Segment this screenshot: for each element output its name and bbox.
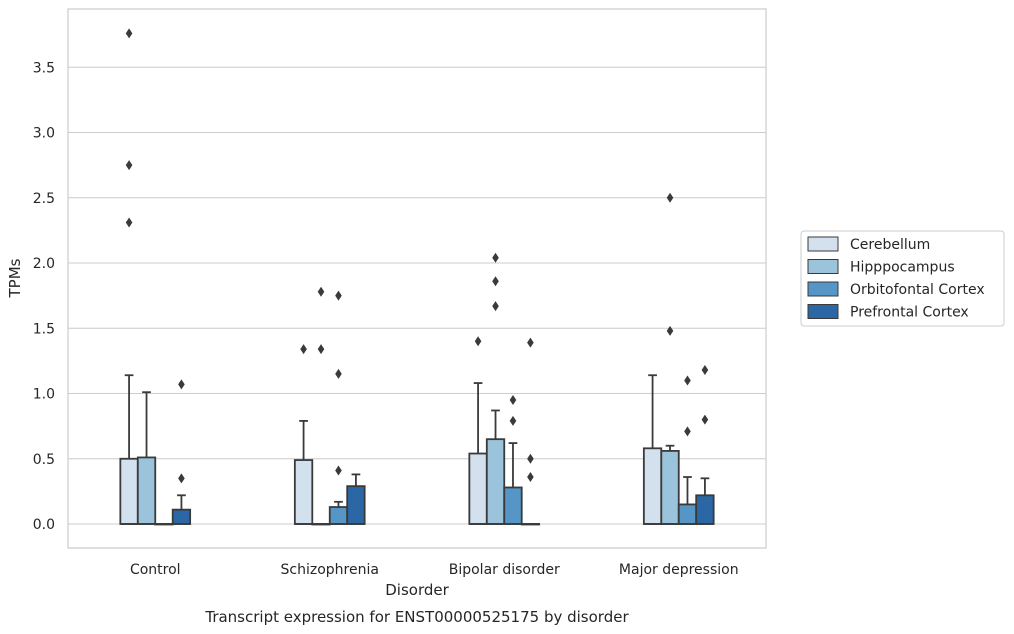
box-cerebellum [293, 344, 314, 525]
box-prefrontal-cortex [346, 473, 366, 525]
box [468, 452, 488, 525]
box-prefrontal-cortex [695, 365, 715, 525]
outlier-point [527, 453, 534, 464]
box-hipppocampus [660, 192, 680, 525]
outlier-point [492, 301, 499, 312]
outlier-point [666, 192, 674, 203]
box [695, 494, 715, 525]
box-prefrontal-cortex [520, 337, 541, 526]
outlier-point [178, 473, 185, 484]
outlier-point [666, 325, 674, 336]
legend: Cerebellum Hipppocampus Orbitofontal Corte… [800, 230, 1005, 327]
outlier-point [509, 395, 517, 406]
box-orbitofontal-cortex [328, 290, 349, 525]
box-cerebellum [119, 28, 139, 525]
box-hipppocampus [136, 391, 157, 525]
legend-label: Orbitofontal Cortex [850, 282, 985, 298]
outlier-point [178, 379, 185, 390]
outlier-point [684, 375, 691, 386]
outlier-point [125, 217, 133, 228]
outlier-point [684, 426, 691, 437]
box-orbitofontal-cortex [677, 375, 698, 525]
box-orbitofontal-cortex [503, 395, 523, 525]
box [119, 457, 139, 525]
box [293, 459, 314, 525]
gridlines [68, 66, 766, 525]
outlier-point [317, 344, 325, 355]
y-tick-label: 2.0 [33, 256, 55, 272]
box [485, 438, 506, 525]
outlier-point [527, 472, 534, 483]
y-tick-label: 2.5 [33, 191, 55, 207]
y-tick-label: 0.5 [33, 452, 55, 468]
box [503, 486, 523, 525]
outlier-point [701, 414, 709, 425]
legend-swatch [807, 304, 839, 319]
legend-label: Prefrontal Cortex [850, 305, 969, 321]
legend-frame [800, 230, 1005, 327]
box [660, 450, 680, 525]
box-orbitofontal-cortex [154, 523, 174, 526]
legend-swatch [807, 259, 839, 274]
legend-label: Cerebellum [850, 237, 930, 253]
y-axis-title: TPMs [6, 258, 24, 298]
x-axis-title: Disorder [385, 581, 449, 599]
x-tick-label: Control [130, 562, 181, 578]
outlier-point [125, 160, 133, 171]
outlier-point [701, 365, 709, 376]
y-tick-labels: 0.0 0.5 1.0 1.5 2.0 2.5 3.0 3.5 [33, 60, 55, 533]
box-hipppocampus [311, 286, 331, 526]
y-tick-label: 1.0 [33, 387, 55, 403]
outlier-point [335, 290, 342, 301]
outlier-point [474, 336, 482, 347]
y-tick-label: 3.5 [33, 60, 55, 76]
outlier-point [509, 415, 517, 426]
legend-label: Hipppocampus [850, 260, 955, 276]
y-tick-label: 1.5 [33, 321, 55, 337]
box [677, 503, 698, 525]
box [346, 485, 366, 525]
plot-frame [67, 8, 767, 549]
box [171, 508, 192, 525]
y-tick-label: 3.0 [33, 126, 55, 142]
outlier-point [492, 276, 499, 287]
box-hipppocampus [485, 252, 506, 525]
box [328, 506, 349, 525]
box-plots [119, 28, 715, 526]
chart-caption: Transcript expression for ENST0000052517… [204, 608, 629, 626]
x-tick-label: Schizophrenia [281, 562, 379, 578]
y-tick-label: 0.0 [33, 517, 55, 533]
outlier-point [335, 465, 342, 476]
x-tick-label: Major depression [619, 562, 739, 578]
x-tick-labels: Control Schizophrenia Bipolar disorder Majo… [130, 562, 739, 578]
outlier-point [492, 252, 499, 263]
box-cerebellum [642, 374, 663, 525]
outlier-point [125, 28, 133, 39]
box-prefrontal-cortex [171, 379, 192, 525]
x-tick-label: Bipolar disorder [449, 562, 560, 578]
legend-swatch [807, 236, 839, 252]
legend-swatch [807, 281, 839, 297]
box [136, 456, 157, 525]
outlier-point [527, 337, 534, 348]
outlier-point [335, 368, 342, 379]
box-cerebellum [468, 336, 488, 525]
outlier-point [317, 286, 325, 297]
box [642, 447, 663, 525]
outlier-point [300, 344, 307, 355]
